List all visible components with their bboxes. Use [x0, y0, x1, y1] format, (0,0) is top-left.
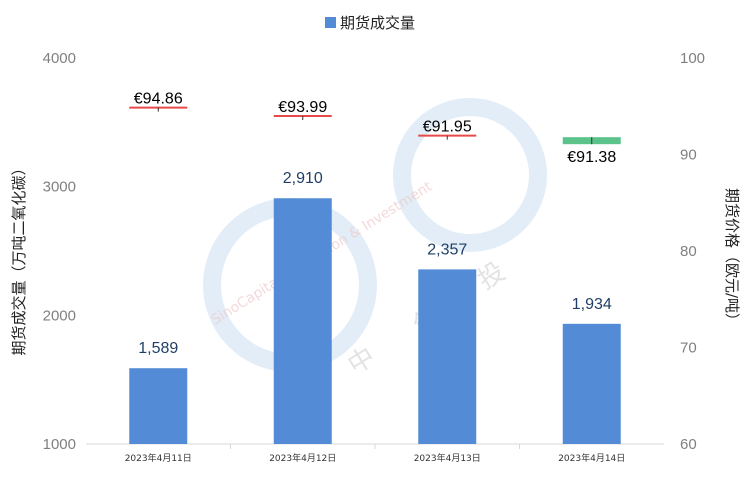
volume-bar: [129, 368, 188, 444]
category-labels: 2023年4月11日 2023年4月12日 2023年4月13日 2023年4月14日: [125, 444, 625, 464]
right-axis-ticks: 60 70 80 90 100: [680, 50, 705, 453]
left-axis-title: 期货成交量（万吨二氧化碳）: [10, 160, 28, 355]
svg-text:投: 投: [473, 257, 511, 296]
left-tick-label: 2000: [43, 307, 76, 324]
legend-swatch: [325, 17, 336, 28]
volume-value-label: 1,934: [572, 296, 612, 313]
price-label: €94.86: [134, 91, 183, 108]
right-tick-label: 90: [680, 147, 697, 164]
category-label: 2023年4月11日: [125, 452, 192, 464]
category-label: 2023年4月12日: [269, 452, 336, 464]
legend: 期货成交量: [325, 14, 415, 32]
price-label: €91.38: [567, 149, 616, 166]
bar-value-labels: 1,589 2,910 2,357 1,934: [138, 170, 612, 357]
right-tick-label: 70: [680, 340, 697, 357]
left-tick-label: 1000: [43, 436, 76, 453]
right-tick-label: 80: [680, 243, 697, 260]
volume-value-label: 2,910: [283, 170, 323, 187]
volume-bar: [418, 269, 477, 444]
left-axis-ticks: 1000 2000 3000 4000: [43, 50, 76, 453]
bars: [129, 198, 621, 444]
volume-value-label: 1,589: [138, 340, 178, 357]
category-label: 2023年4月13日: [414, 452, 481, 464]
right-tick-label: 100: [680, 50, 705, 67]
volume-bar: [273, 198, 332, 444]
right-axis-title: 期货价格（欧元/吨）: [723, 188, 741, 328]
left-tick-label: 3000: [43, 179, 76, 196]
volume-bar: [562, 323, 621, 444]
price-markers: €94.86 €93.99 €91.95 €91.38: [129, 91, 621, 166]
right-tick-label: 60: [680, 436, 697, 453]
price-label: €91.95: [423, 119, 472, 136]
legend-label: 期货成交量: [340, 14, 415, 32]
price-label: €93.99: [278, 99, 327, 116]
volume-value-label: 2,357: [427, 241, 467, 258]
left-tick-label: 4000: [43, 50, 76, 67]
category-label: 2023年4月14日: [558, 452, 625, 464]
watermark-logo: SinoCapital Innovation & Investment 中 创 …: [203, 98, 547, 381]
